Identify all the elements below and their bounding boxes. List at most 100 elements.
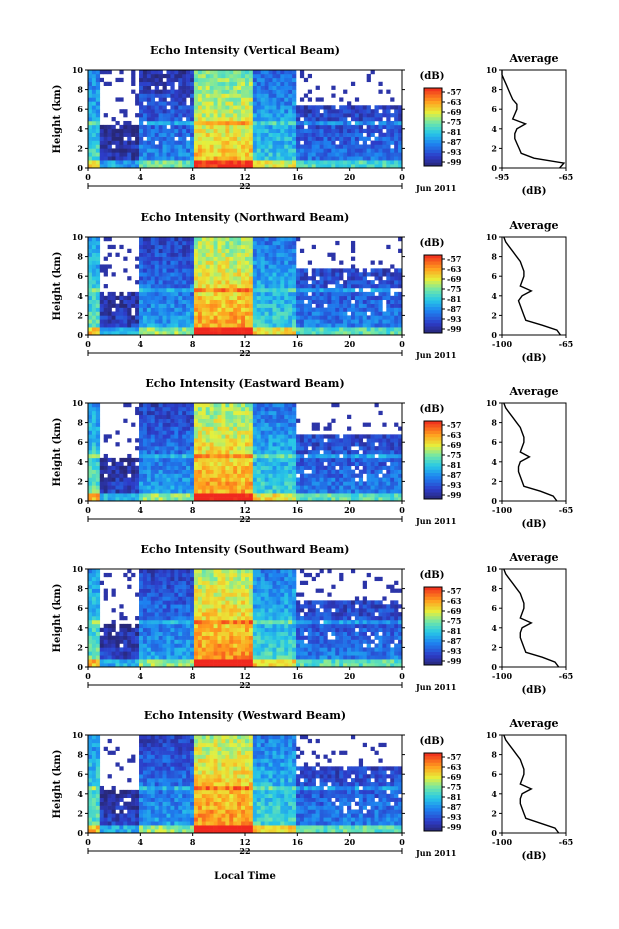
heatmap-cell [292, 303, 297, 308]
heatmap-cell [335, 303, 340, 308]
heatmap-cell [146, 256, 152, 261]
heatmap-cell [331, 109, 336, 114]
heatmap-cell [256, 497, 261, 502]
heatmap-cell [103, 327, 108, 332]
heatmap-cell [296, 113, 301, 118]
heatmap-cell [252, 307, 258, 312]
heatmap-cell [95, 489, 101, 494]
heatmap-cell [131, 291, 136, 297]
heatmap-cell [272, 70, 277, 75]
heatmap-cell [366, 291, 371, 297]
heatmap-cell [268, 418, 273, 423]
heatmap-cell [174, 256, 179, 261]
heatmap-cell [307, 331, 313, 336]
heatmap-cell [91, 477, 97, 482]
heatmap-cell [343, 120, 348, 126]
heatmap-cell [115, 295, 120, 301]
heatmap-cell [162, 128, 167, 134]
heatmap-cell [272, 164, 277, 169]
heatmap-cell [186, 248, 191, 253]
heatmap-cell [311, 481, 316, 486]
heatmap-cell [150, 136, 156, 141]
heatmap-cell [264, 164, 269, 169]
heatmap-cell [323, 105, 328, 110]
heatmap-cell [268, 148, 273, 153]
heatmap-cell [186, 406, 191, 412]
heatmap-cell [268, 453, 273, 459]
heatmap-cell [362, 422, 367, 427]
heatmap-cell [382, 280, 387, 285]
heatmap-cell [276, 81, 281, 86]
heatmap-cell [245, 252, 250, 257]
heatmap-cell [237, 430, 242, 435]
heatmap-cell [158, 287, 163, 293]
heatmap-cell [217, 493, 222, 498]
heatmap-cell [370, 109, 375, 114]
heatmap-cell [95, 144, 101, 149]
heatmap-cell [256, 453, 261, 459]
heatmap-cell [178, 237, 183, 242]
heatmap-cell [284, 240, 289, 246]
heatmap-cell [296, 140, 301, 145]
heatmap-cell [91, 120, 97, 126]
heatmap-cell [299, 128, 305, 134]
heatmap-cell [233, 81, 238, 86]
heatmap-cell [131, 132, 136, 137]
heatmap-cell [190, 485, 195, 490]
heatmap-cell [319, 438, 324, 443]
heatmap-cell [209, 327, 214, 332]
heatmap-cell [221, 128, 226, 134]
heatmap-cell [323, 426, 328, 431]
heatmap-cell [142, 260, 148, 265]
heatmap-cell [91, 264, 97, 269]
heatmap-cell [178, 240, 183, 246]
heatmap-cell [311, 461, 316, 467]
heatmap-cell [107, 469, 112, 474]
heatmap-cell [370, 124, 375, 130]
heatmap-cell [272, 132, 277, 137]
heatmap-cell [221, 156, 226, 161]
heatmap-cell [88, 117, 93, 122]
heatmap-cell [213, 307, 218, 312]
heatmap-cell [303, 497, 309, 502]
heatmap-cell [323, 124, 328, 130]
heatmap-cell [103, 469, 108, 474]
heatmap-cell [127, 136, 132, 141]
heatmap-cell [248, 272, 254, 277]
heatmap-cell [268, 473, 273, 478]
heatmap-cell [139, 287, 144, 293]
heatmap-cell [174, 473, 179, 478]
heatmap-cell [95, 73, 101, 79]
heatmap-cell [131, 128, 136, 134]
heatmap-cell [237, 481, 242, 486]
heatmap-cell [103, 477, 108, 482]
heatmap-cell [91, 77, 97, 83]
heatmap-cell [91, 160, 97, 165]
heatmap-cell [315, 113, 320, 118]
heatmap-cell [146, 144, 152, 149]
heatmap-cell [174, 477, 179, 482]
heatmap-cell [260, 120, 265, 126]
heatmap-cell [139, 252, 144, 257]
heatmap-cell [335, 113, 340, 118]
heatmap-cell [186, 252, 191, 257]
heatmap-cell [142, 272, 148, 277]
heatmap-cell [323, 299, 328, 304]
heatmap-cell [217, 280, 222, 285]
heatmap-cell [343, 442, 348, 447]
heatmap-cell [229, 291, 234, 297]
heatmap-cell [350, 327, 356, 332]
heatmap-cell [139, 327, 144, 332]
heatmap-cell [347, 434, 352, 439]
heatmap-cell [335, 473, 340, 478]
heatmap-cell [319, 493, 324, 498]
heatmap-cell [350, 272, 356, 277]
heatmap-cell [95, 311, 101, 316]
heatmap-cell [268, 481, 273, 486]
heatmap-cell [350, 105, 356, 110]
heatmap-cell [190, 410, 195, 416]
heatmap-cell [311, 450, 316, 455]
heatmap-cell [115, 144, 120, 149]
heatmap-cell [288, 450, 293, 455]
heatmap-cell [170, 497, 175, 502]
